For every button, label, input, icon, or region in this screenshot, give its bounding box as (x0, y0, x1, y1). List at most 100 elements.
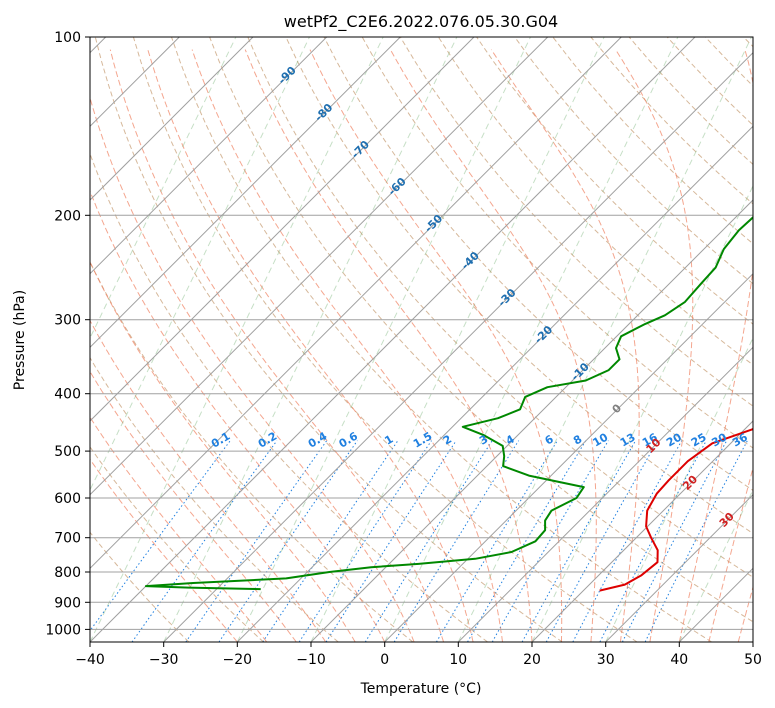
mixing-ratio-line (218, 440, 358, 642)
y-tick-label: 300 (54, 313, 81, 329)
dry-adiabat (90, 152, 488, 642)
x-tick-label: −20 (223, 652, 253, 668)
mixing-ratio-line (262, 440, 399, 642)
x-tick-label: −30 (149, 652, 179, 668)
auxiliary-isopleth (605, 336, 753, 642)
pressure-grid (90, 37, 753, 630)
mixing-ratio-label: 25 (689, 431, 709, 450)
isotherm (90, 37, 696, 642)
mixing-ratio-line (364, 440, 493, 642)
x-tick-label: 40 (670, 652, 688, 668)
dry-adiabat (514, 37, 753, 285)
mixing-ratio-line (644, 440, 748, 642)
mixing-ratio-line (131, 440, 278, 642)
isotherm (457, 346, 753, 642)
dry-adiabat (90, 446, 264, 642)
isopleth-labels: 0.1 0.2 0.4 0.6 1 1.5 2 3 4 6 8 10 13 16 20 25 30 36-90-8… (209, 64, 750, 530)
mixing-ratio-label: 0.6 (337, 429, 361, 450)
isotherm-label: 0 (610, 401, 625, 416)
auxiliary-isopleth (163, 37, 458, 642)
isotherm (90, 37, 622, 570)
auxiliary-isopleth (457, 37, 752, 642)
dry-adiabat (209, 37, 753, 623)
dry-adiabat (743, 37, 753, 48)
isotherm (90, 37, 549, 496)
sounding-series-line (599, 427, 753, 592)
moist-adiabat (678, 49, 753, 642)
auxiliary-isopleth (531, 184, 753, 642)
y-tick-label: 500 (54, 444, 81, 460)
isotherm-label: -60 (386, 175, 409, 198)
moist-adiabat (90, 370, 297, 642)
x-tick-label: −40 (75, 652, 105, 668)
dry-adiabat (132, 37, 638, 642)
isotherm (236, 125, 753, 642)
mixing-ratio-line (325, 440, 457, 642)
mixing-ratio-label: 0.2 (256, 430, 279, 451)
moist-adiabat (490, 49, 640, 642)
moist-adiabat (244, 49, 533, 642)
dry-adiabat (552, 37, 753, 245)
moist-adiabat (389, 49, 597, 642)
mixing-ratio-line (491, 440, 609, 642)
isotherm (310, 199, 753, 642)
isotherm-label: 30 (717, 510, 737, 530)
isotherm (605, 493, 753, 642)
dry-adiabat (171, 37, 712, 642)
x-tick-label: −10 (296, 652, 326, 668)
mixing-ratio-line (298, 440, 432, 642)
moist-adiabat (708, 466, 753, 642)
mixing-ratio-label: 36 (730, 430, 750, 449)
mixing-ratio-line (521, 440, 637, 642)
plot-frame (89, 36, 754, 643)
mixing-ratio-label: 2 (441, 433, 454, 448)
mixing-ratio-line (467, 440, 587, 642)
isotherm (678, 567, 753, 642)
isotherm-label: 20 (680, 473, 700, 493)
background-lines (90, 37, 753, 642)
mixing-ratio-line (90, 440, 231, 632)
x-tick-label: 10 (449, 652, 467, 668)
dry-adiabat (90, 356, 339, 642)
mixing-ratio-label: 3 (477, 433, 490, 448)
dry-adiabat (704, 37, 753, 87)
mixing-ratio-line (185, 440, 328, 642)
y-tick-label: 100 (54, 30, 81, 46)
mixing-ratio-line (572, 440, 683, 642)
isotherm (384, 272, 753, 642)
dry-adiabat (90, 531, 190, 642)
isotherm-label: -80 (312, 101, 335, 124)
moist-adiabat (90, 319, 327, 642)
isotherm (90, 37, 328, 275)
isotherm (90, 37, 401, 349)
isotherm (752, 641, 753, 642)
axes: −40 −30 −20 −10 0 10 20 30 40 5010009008007006005… (45, 30, 762, 668)
y-tick-label: 1000 (45, 622, 81, 638)
chart-title: wetPf2_C2E6.2022.076.05.30.G04 (284, 12, 558, 32)
dry-adiabat (361, 37, 753, 449)
auxiliary-isopleth (90, 37, 310, 492)
dry-adiabat (399, 37, 753, 407)
dry-adiabat (666, 37, 753, 126)
y-tick-label: 700 (54, 531, 81, 547)
moist-adiabat (309, 49, 563, 642)
dry-adiabat (247, 37, 753, 578)
mixing-ratio-line (435, 440, 558, 642)
auxiliary-isopleth (90, 37, 237, 340)
moist-adiabat (109, 49, 445, 642)
moist-adiabat (90, 96, 415, 642)
moist-adiabat (90, 189, 386, 642)
moist-adiabat (90, 260, 356, 642)
mixing-ratio-label: 30 (709, 430, 729, 449)
moist-adiabat (615, 49, 694, 642)
moist-adiabat (737, 585, 753, 642)
x-tick-label: 0 (380, 652, 389, 668)
y-axis-title: Pressure (hPa) (12, 290, 28, 390)
isotherm (90, 37, 254, 201)
x-tick-label: 20 (523, 652, 541, 668)
y-tick-label: 200 (54, 208, 81, 224)
dry-adiabat (285, 37, 753, 535)
mixing-ratio-label: 13 (618, 431, 638, 450)
moist-adiabat (147, 49, 474, 642)
